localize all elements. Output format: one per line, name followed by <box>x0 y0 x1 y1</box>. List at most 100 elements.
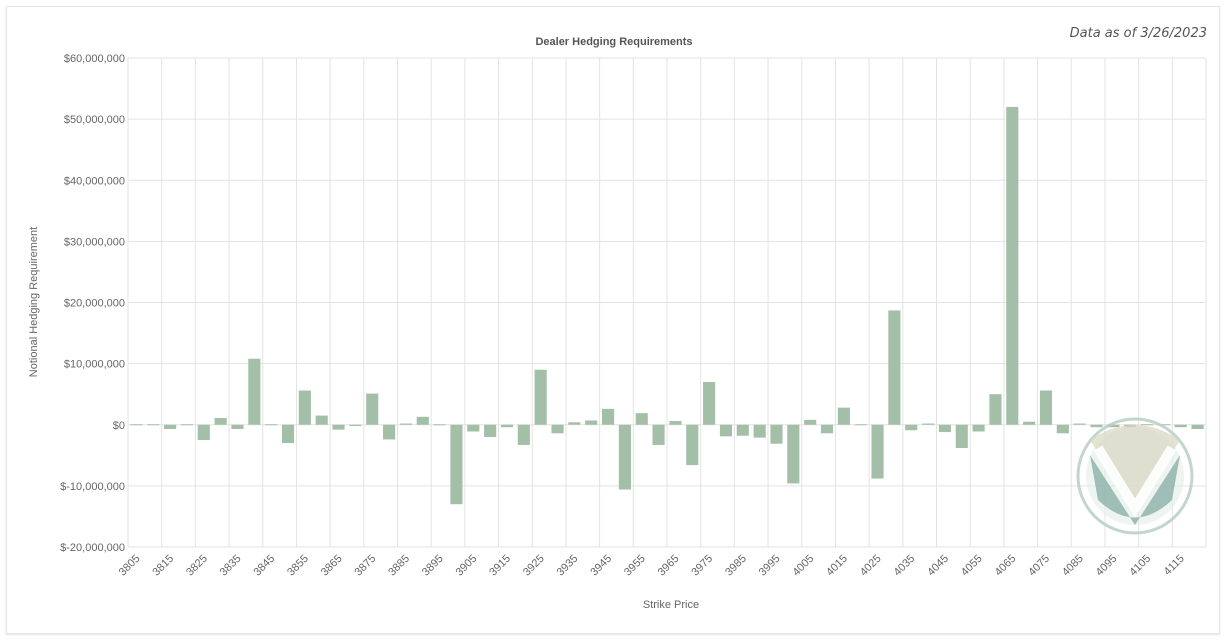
x-tick-label: 3985 <box>723 553 749 579</box>
bar-3815 <box>164 424 177 430</box>
bar-4080 <box>1056 424 1069 434</box>
bar-3895 <box>433 424 446 426</box>
bar-4010 <box>820 424 834 434</box>
bar-4120 <box>1191 424 1204 430</box>
x-tick-label: 3965 <box>656 553 682 579</box>
bar-4105 <box>1140 424 1154 426</box>
bar-4060 <box>989 394 1002 425</box>
x-tick-label: 3895 <box>420 553 446 579</box>
bar-4015 <box>837 407 850 425</box>
data-as-of-label: Data as of 3/26/2023 <box>1069 26 1207 41</box>
y-axis-label: Notional Hedging Requirement <box>28 227 40 377</box>
x-tick-label: 3975 <box>689 553 715 579</box>
x-tick-label: 3885 <box>386 553 412 579</box>
bar-3910 <box>484 424 497 437</box>
x-tick-label: 3915 <box>487 553 513 579</box>
x-tick-label: 4025 <box>858 553 884 579</box>
bar-4055 <box>972 424 985 432</box>
bar-3825 <box>197 424 210 441</box>
logo-watermark <box>1076 417 1194 535</box>
x-tick-label: 4085 <box>1060 553 1086 579</box>
bar-4000 <box>787 424 800 484</box>
x-tick-label: 4015 <box>824 553 850 579</box>
bar-3870 <box>349 424 362 426</box>
bar-3915 <box>500 424 514 428</box>
x-tick-label: 3935 <box>555 553 581 579</box>
y-tick-label: $40,000,000 <box>64 175 125 187</box>
bar-3810 <box>147 424 160 426</box>
bar-3920 <box>517 424 530 445</box>
x-tick-label: 3925 <box>521 553 547 579</box>
bar-4050 <box>955 424 968 448</box>
bar-3985 <box>736 424 749 436</box>
bar-3975 <box>703 381 716 425</box>
bar-3885 <box>399 423 412 425</box>
x-tick-label: 3945 <box>588 553 614 579</box>
bar-4035 <box>905 424 918 431</box>
x-tick-label: 3805 <box>117 553 143 579</box>
bar-3925 <box>534 369 547 425</box>
y-tick-label: $30,000,000 <box>64 236 125 248</box>
x-tick-label: 3875 <box>353 553 379 579</box>
x-tick-label: 4045 <box>925 553 951 579</box>
bar-3960 <box>652 424 665 445</box>
bar-3860 <box>315 415 328 425</box>
bar-3875 <box>366 393 379 425</box>
grid-lines <box>127 57 1207 548</box>
x-tick-label: 3835 <box>218 553 244 579</box>
bar-3865 <box>332 424 345 430</box>
bar-3905 <box>467 424 480 432</box>
x-tick-label: 3855 <box>285 553 311 579</box>
bar-3835 <box>231 424 244 430</box>
x-tick-label: 4095 <box>1094 553 1120 579</box>
bar-4075 <box>1039 390 1053 425</box>
x-tick-label: 4055 <box>959 553 985 579</box>
y-tick-label: $0 <box>113 420 125 432</box>
bar-3880 <box>383 424 396 440</box>
x-tick-label: 4115 <box>1162 553 1187 578</box>
bar-4040 <box>922 423 935 425</box>
bar-3955 <box>635 413 648 425</box>
bar-3990 <box>753 424 766 438</box>
bar-4030 <box>888 310 901 425</box>
bar-3820 <box>180 424 194 426</box>
bar-3930 <box>551 424 564 434</box>
bar-3970 <box>686 424 699 466</box>
y-tick-label: $20,000,000 <box>64 298 125 310</box>
bar-3890 <box>416 416 429 425</box>
bar-4045 <box>938 424 951 433</box>
y-tick-label: $50,000,000 <box>64 114 125 126</box>
bar-4115 <box>1174 424 1187 428</box>
x-tick-label: 4065 <box>993 553 1019 579</box>
y-tick-label: $-20,000,000 <box>60 542 125 554</box>
y-tick-label: $10,000,000 <box>64 359 125 371</box>
bar-4085 <box>1073 423 1086 425</box>
y-axis-ticks: $60,000,000 $50,000,000 $40,000,000 $30,000… <box>60 53 125 554</box>
bar-4090 <box>1090 424 1103 428</box>
x-tick-label: 3865 <box>319 553 345 579</box>
x-tick-label: 3825 <box>184 553 210 579</box>
bar-3935 <box>568 422 581 425</box>
bar-4070 <box>1023 421 1036 425</box>
bar-4020 <box>854 424 867 426</box>
bars-group <box>130 106 1204 505</box>
bar-3965 <box>669 421 682 425</box>
bar-3945 <box>601 408 615 425</box>
x-axis-ticks: 3805 3815 3825 3835 3845 3855 3865 3875 3885 3895… <box>117 553 1187 579</box>
bar-3940 <box>585 420 598 425</box>
x-tick-label: 4005 <box>790 553 816 579</box>
x-axis-label: Strike Price <box>643 599 699 611</box>
bar-3805 <box>130 424 143 426</box>
chart-title: Dealer Hedging Requirements <box>535 36 692 48</box>
x-tick-label: 3905 <box>454 553 480 579</box>
bar-3845 <box>265 424 278 426</box>
x-tick-label: 3845 <box>251 553 277 579</box>
x-tick-label: 3955 <box>622 553 648 579</box>
x-tick-label: 4075 <box>1026 553 1052 579</box>
bar-4005 <box>804 419 817 425</box>
x-tick-label: 4035 <box>892 553 918 579</box>
x-tick-label: 4105 <box>1127 553 1153 579</box>
bar-3850 <box>281 424 295 444</box>
y-tick-label: $60,000,000 <box>64 53 125 65</box>
